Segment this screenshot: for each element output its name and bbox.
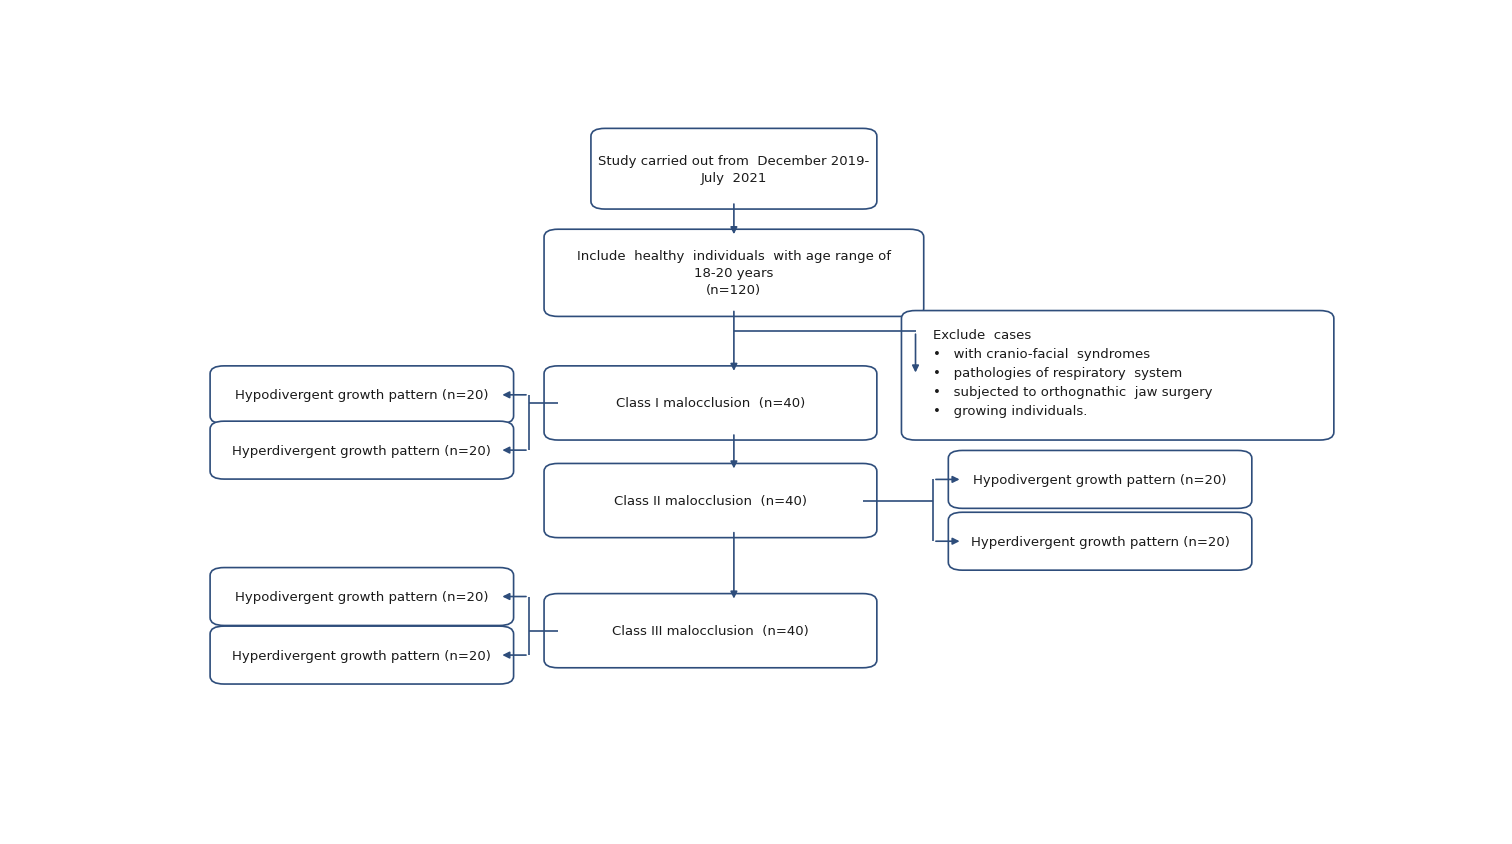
FancyBboxPatch shape [210, 626, 514, 684]
FancyBboxPatch shape [210, 568, 514, 625]
Text: Hypodivergent growth pattern (n=20): Hypodivergent growth pattern (n=20) [234, 389, 488, 402]
FancyBboxPatch shape [948, 512, 1252, 571]
FancyBboxPatch shape [544, 594, 877, 668]
FancyBboxPatch shape [544, 230, 924, 317]
Text: Hypodivergent growth pattern (n=20): Hypodivergent growth pattern (n=20) [974, 473, 1226, 486]
Text: Include  healthy  individuals  with age range of
18-20 years
(n=120): Include healthy individuals with age ran… [578, 250, 891, 297]
FancyBboxPatch shape [210, 366, 514, 425]
Text: Class I malocclusion  (n=40): Class I malocclusion (n=40) [615, 397, 804, 410]
Text: Class III malocclusion  (n=40): Class III malocclusion (n=40) [612, 625, 809, 637]
Text: Study carried out from  December 2019-
July  2021: Study carried out from December 2019- Ju… [599, 154, 869, 185]
Text: Hyperdivergent growth pattern (n=20): Hyperdivergent growth pattern (n=20) [971, 535, 1229, 548]
Text: Exclude  cases
•   with cranio-facial  syndromes
•   pathologies of respiratory : Exclude cases • with cranio-facial syndr… [933, 328, 1213, 417]
Text: Hypodivergent growth pattern (n=20): Hypodivergent growth pattern (n=20) [234, 590, 488, 603]
FancyBboxPatch shape [210, 422, 514, 479]
FancyBboxPatch shape [948, 451, 1252, 509]
Text: Hyperdivergent growth pattern (n=20): Hyperdivergent growth pattern (n=20) [233, 444, 491, 457]
FancyBboxPatch shape [901, 311, 1334, 441]
FancyBboxPatch shape [591, 129, 877, 210]
Text: Class II malocclusion  (n=40): Class II malocclusion (n=40) [614, 495, 807, 507]
Text: Hyperdivergent growth pattern (n=20): Hyperdivergent growth pattern (n=20) [233, 649, 491, 662]
FancyBboxPatch shape [544, 464, 877, 538]
FancyBboxPatch shape [544, 366, 877, 441]
